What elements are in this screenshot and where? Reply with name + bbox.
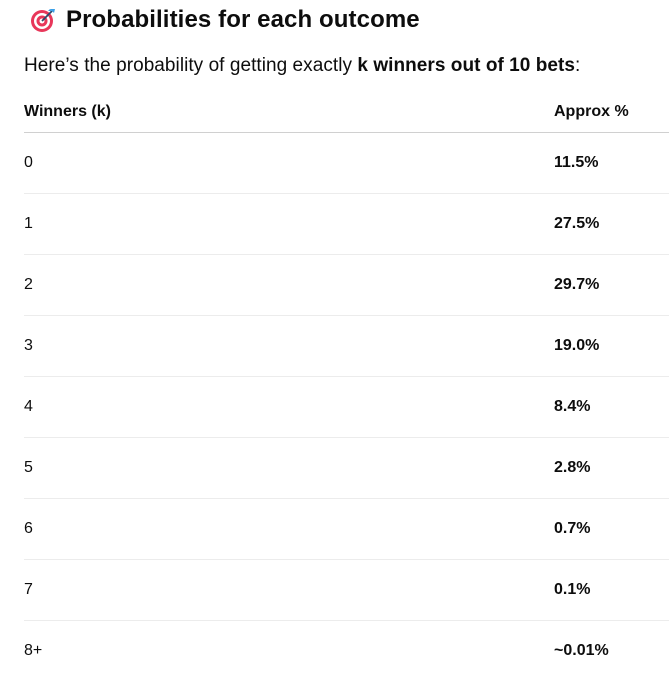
cell-winners: 4 — [24, 398, 33, 415]
table-row: 2 29.7% — [24, 255, 669, 316]
cell-percent: 11.5% — [554, 154, 599, 171]
column-header-winners: Winners (k) — [24, 103, 111, 120]
cell-percent: 0.1% — [554, 581, 591, 598]
cell-percent: ~0.01% — [554, 642, 609, 659]
cell-winners: 2 — [24, 276, 33, 293]
intro-bold: k winners out of 10 bets — [357, 55, 576, 76]
table-header: Winners (k) Approx % — [24, 92, 669, 133]
column-header-approx: Approx % — [554, 103, 629, 120]
cell-percent: 19.0% — [554, 337, 600, 354]
cell-percent: 8.4% — [554, 398, 591, 415]
cell-winners: 6 — [24, 520, 33, 537]
cell-winners: 7 — [24, 581, 33, 598]
section-heading: Probabilities for each outcome — [30, 4, 420, 36]
table-row: 1 27.5% — [24, 194, 669, 255]
cell-percent: 0.7% — [554, 520, 591, 537]
cell-percent: 2.8% — [554, 459, 591, 476]
intro-before: Here’s the probability of getting exactl… — [24, 55, 358, 76]
table-row: 6 0.7% — [24, 499, 669, 560]
direct-hit-icon — [31, 9, 55, 32]
cell-winners: 5 — [24, 459, 33, 476]
cell-winners: 0 — [24, 154, 33, 171]
cell-winners: 1 — [24, 215, 33, 232]
intro-after: : — [575, 55, 581, 76]
page-title: Probabilities for each outcome — [66, 6, 420, 33]
cell-winners: 3 — [24, 337, 33, 354]
cell-percent: 27.5% — [554, 215, 600, 232]
intro-text: Here’s the probability of getting exactl… — [24, 55, 580, 77]
table-row: 4 8.4% — [24, 377, 669, 438]
cell-winners: 8+ — [24, 642, 43, 659]
table-row: 7 0.1% — [24, 560, 669, 621]
cell-percent: 29.7% — [554, 276, 600, 293]
probability-table: Winners (k) Approx % 0 11.5% 1 27.5% 2 2… — [24, 92, 669, 681]
table-row: 8+ ~0.01% — [24, 621, 669, 681]
table-row: 5 2.8% — [24, 438, 669, 499]
table-row: 3 19.0% — [24, 316, 669, 377]
table-row: 0 11.5% — [24, 133, 669, 194]
